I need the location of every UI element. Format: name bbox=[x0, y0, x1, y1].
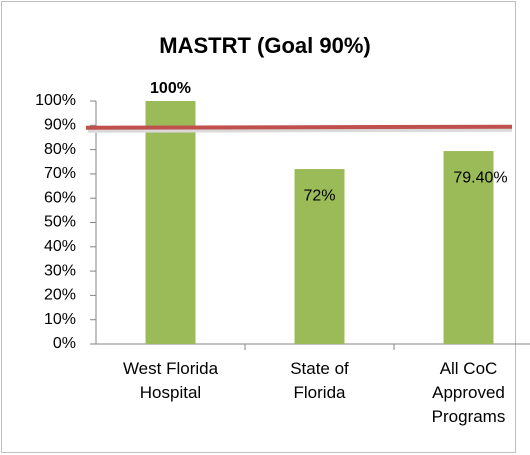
y-tick-label: 50% bbox=[44, 214, 76, 231]
bar bbox=[443, 151, 494, 344]
data-label: 72% bbox=[303, 187, 335, 204]
x-tick-label: West Florida Hospital bbox=[122, 359, 219, 402]
x-tick-label: All CoC Approved Programs bbox=[431, 359, 506, 426]
y-tick-label: 80% bbox=[44, 141, 76, 158]
bar bbox=[145, 101, 196, 344]
goal-line-shadow bbox=[87, 127, 513, 133]
y-tick-label: 90% bbox=[44, 117, 76, 134]
y-tick-label: 70% bbox=[44, 165, 76, 182]
y-tick-label: 100% bbox=[35, 92, 76, 109]
chart-frame bbox=[1, 1, 516, 453]
y-tick-label: 60% bbox=[44, 189, 76, 206]
y-tick-label: 30% bbox=[44, 262, 76, 279]
y-tick-label: 10% bbox=[44, 311, 76, 328]
y-tick-label: 20% bbox=[44, 287, 76, 304]
goal-line bbox=[85, 124, 513, 130]
chart-title: MASTRT (Goal 90%) bbox=[159, 33, 370, 58]
data-label: 100% bbox=[150, 80, 191, 97]
y-tick-label: 0% bbox=[53, 335, 76, 352]
data-label: 79.40% bbox=[453, 169, 507, 186]
y-tick-label: 40% bbox=[44, 238, 76, 255]
x-tick-label: State of Florida bbox=[290, 359, 349, 402]
bar bbox=[294, 169, 345, 344]
